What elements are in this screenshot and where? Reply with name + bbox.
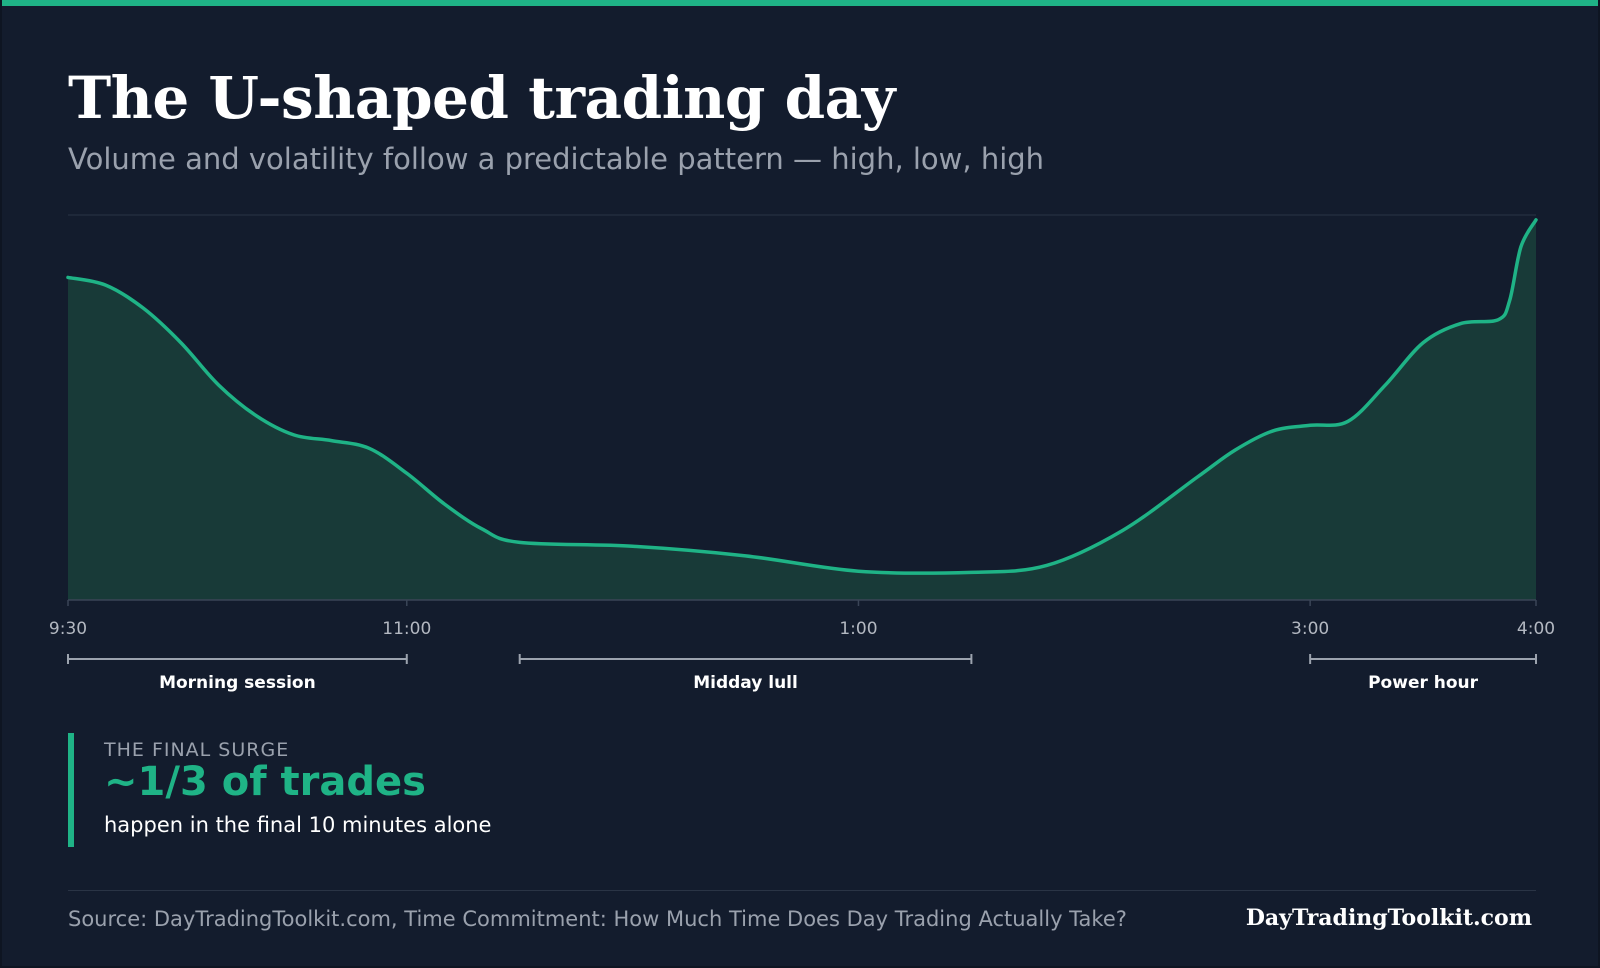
callout-box: THE FINAL SURGE ~1/3 of trades happen in… <box>68 733 668 847</box>
x-tick-label: 9:30 <box>49 619 87 639</box>
footer-divider <box>68 890 1536 891</box>
area-fill <box>68 219 1536 600</box>
session-label: Power hour <box>1368 673 1479 693</box>
session-label: Midday lull <box>693 673 798 693</box>
x-tick-label: 3:00 <box>1291 619 1329 639</box>
x-tick-label: 11:00 <box>382 619 431 639</box>
page-subtitle: Volume and volatility follow a predictab… <box>68 142 1045 176</box>
x-tick-label: 1:00 <box>839 619 877 639</box>
accent-bar <box>2 0 1598 6</box>
callout-label: THE FINAL SURGE <box>104 739 290 761</box>
area-chart: 9:30 11:00 1:00 3:00 4:00 Morning session Midd… <box>49 214 1555 693</box>
callout-description: happen in the final 10 minutes alone <box>104 813 492 837</box>
x-tick-label: 4:00 <box>1517 619 1555 639</box>
source-text: Source: DayTradingToolkit.com, Time Comm… <box>68 907 1127 931</box>
session-label: Morning session <box>159 673 316 693</box>
series-line <box>66 218 1538 575</box>
brand-logo-text: DayTradingToolkit.com <box>1245 905 1532 931</box>
page-title: The U-shaped trading day <box>68 64 895 132</box>
callout-value: ~1/3 of trades <box>104 759 426 805</box>
